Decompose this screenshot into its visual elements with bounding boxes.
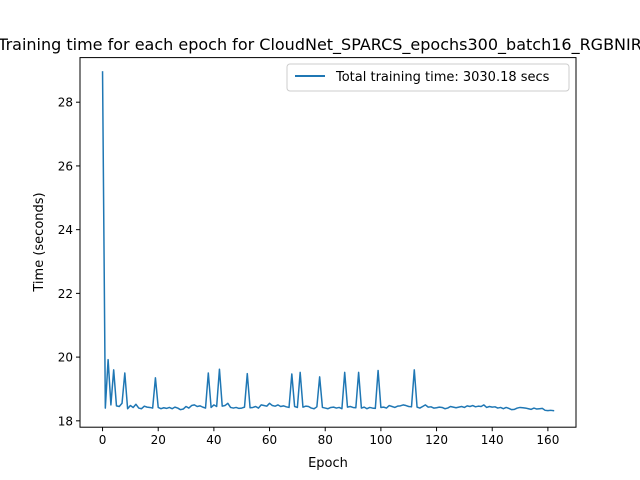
x-tick-label: 100 <box>369 433 392 447</box>
x-tick-label: 20 <box>151 433 166 447</box>
y-tick-label: 24 <box>58 223 73 237</box>
chart-title: Training time for each epoch for CloudNe… <box>0 35 640 55</box>
x-tick-label: 80 <box>318 433 333 447</box>
y-tick-label: 20 <box>58 351 73 365</box>
x-tick-label: 60 <box>262 433 277 447</box>
x-tick-label: 40 <box>206 433 221 447</box>
y-axis-ticks: 18 20 22 24 26 28 <box>58 96 80 428</box>
x-tick-label: 160 <box>536 433 559 447</box>
plot-frame <box>79 57 577 428</box>
series-line-0 <box>101 71 555 412</box>
x-tick-label: 140 <box>481 433 504 447</box>
legend: Total training time: 3030.18 secs <box>286 63 570 92</box>
x-tick-label: 0 <box>99 433 107 447</box>
x-axis-ticks: 0 20 40 60 80 100 120 140 160 <box>99 427 559 447</box>
x-axis-label: Epoch <box>308 456 348 471</box>
x-tick-label: 120 <box>425 433 448 447</box>
y-tick-label: 22 <box>58 287 73 301</box>
y-axis-label: Time (seconds) <box>32 192 47 292</box>
y-tick-label: 26 <box>58 159 73 173</box>
y-tick-label: 28 <box>58 96 73 110</box>
legend-box <box>286 63 570 92</box>
y-tick-label: 18 <box>58 414 73 428</box>
legend-label: Total training time: 3030.18 secs <box>335 70 550 85</box>
plot-area <box>101 71 555 412</box>
